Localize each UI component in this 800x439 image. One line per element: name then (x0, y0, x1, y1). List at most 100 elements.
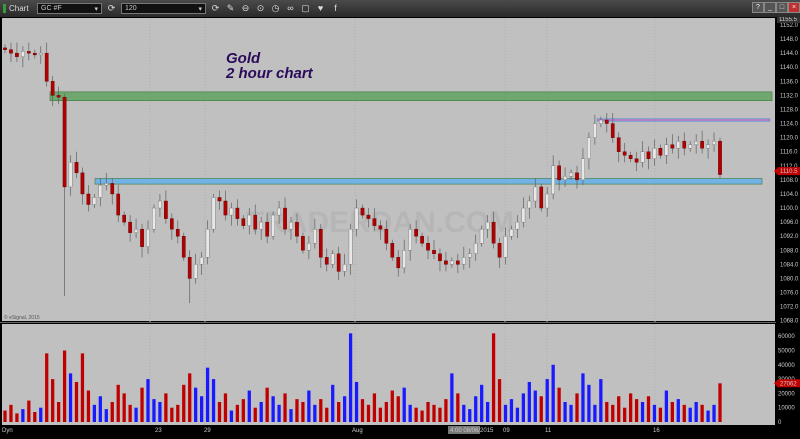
volume-bar (205, 367, 210, 422)
volume-bar (462, 404, 466, 422)
candle-down (253, 214, 258, 230)
volume-bar (325, 407, 329, 422)
candle-up (146, 228, 150, 247)
price-tick-label: 1132.0 (780, 93, 799, 99)
refresh-icon[interactable]: ⟳ (107, 3, 116, 13)
volume-axis[interactable]: 600005000040000300002000010000027062 (774, 334, 800, 426)
candle-up (402, 250, 407, 269)
candle-down (235, 207, 240, 219)
volume-bar (301, 401, 305, 422)
candle-up (563, 176, 567, 181)
candle-down (44, 52, 49, 82)
time-axis[interactable]: Dyn 23 29 Aug 4:00 08/06/2015 09 11 16 (2, 426, 660, 434)
copyright: © eSignal, 2015 (4, 314, 40, 321)
volume-bar (521, 393, 526, 422)
interval-select[interactable]: 120 ▾ (121, 3, 206, 14)
volume-bar (718, 383, 722, 422)
high-price-label: 1155.5 (779, 17, 798, 23)
volume-bar (331, 384, 335, 422)
candle-up (21, 51, 25, 57)
volume-bar (110, 401, 114, 422)
refresh-icon[interactable]: ⟳ (211, 3, 220, 13)
time-tick-label: Dyn (2, 428, 13, 434)
candle-up (312, 228, 317, 244)
candle-up (676, 140, 681, 149)
candle-down (455, 260, 460, 265)
candle-down (426, 243, 430, 251)
comment-icon[interactable]: ▢ (301, 3, 310, 13)
price-tick-label: 1100.0 (780, 206, 799, 212)
clock-icon[interactable]: ◷ (271, 3, 280, 13)
close-button[interactable]: × (788, 2, 800, 13)
volume-bar (539, 396, 543, 422)
price-tick-label: 1152.0 (780, 23, 799, 29)
volume-bar (33, 411, 37, 422)
volume-bar (509, 399, 514, 422)
chevron-down-icon: ▾ (198, 5, 202, 13)
volume-bar (307, 390, 311, 422)
candle-up (515, 221, 520, 230)
candle-down (318, 228, 323, 258)
volume-bar (354, 381, 359, 422)
price-tick-label: 1096.0 (780, 220, 799, 226)
price-chart[interactable]: TRADERDAN.COM Gold 2 hour chart © eSigna… (0, 17, 800, 439)
candle-up (664, 144, 669, 156)
volume-bar (664, 390, 669, 422)
volume-tick-label: 60000 (778, 334, 795, 340)
time-tick-label: Aug (352, 428, 363, 434)
candle-down (384, 228, 389, 244)
cursor-icon[interactable]: ⊖ (241, 3, 250, 13)
pencil-icon[interactable]: ✎ (226, 3, 235, 13)
candle-up (134, 228, 138, 233)
candle-up (652, 147, 657, 159)
last-volume-label: 27062 (780, 381, 797, 387)
maximize-button[interactable]: □ (776, 2, 788, 13)
link-icon[interactable]: ∞ (287, 3, 294, 13)
volume-bar (694, 401, 698, 422)
volume-bar (468, 409, 472, 422)
volume-bar (74, 381, 79, 422)
volume-bar (9, 404, 13, 422)
help-button[interactable]: ? (752, 2, 764, 13)
volume-bar (223, 393, 228, 422)
candle-down (622, 151, 627, 156)
last-price-badge (774, 167, 800, 176)
candle-down (301, 235, 305, 251)
price-tick-label: 1148.0 (780, 37, 799, 43)
volume-bar (51, 379, 55, 422)
candle-down (336, 253, 341, 272)
volume-bar (104, 409, 108, 422)
candle-down (718, 140, 722, 175)
volume-bar (164, 393, 168, 422)
candle-down (265, 221, 270, 237)
time-tick-label: 16 (653, 428, 660, 434)
candle-up (694, 140, 699, 145)
facebook-icon[interactable]: f (334, 3, 337, 13)
symbol-select[interactable]: GC #F ▾ (37, 3, 102, 14)
price-axis[interactable]: 1152.0 1148.0 1144.0 1140.0 1136.0 1132.0 1128… (774, 17, 800, 439)
candle-down (396, 257, 401, 269)
volume-bar (360, 399, 365, 422)
candle-down (444, 260, 448, 265)
volume-bar (712, 404, 716, 422)
candle-up (408, 228, 413, 251)
minimize-button[interactable]: _ (764, 2, 776, 13)
chart-title: Gold (226, 50, 261, 67)
candle-down (217, 197, 222, 202)
candle-down (539, 186, 544, 209)
volume-bar (617, 396, 621, 422)
candle-up (330, 253, 335, 265)
volume-bar (700, 404, 704, 422)
candle-down (700, 140, 704, 149)
volume-bar (92, 404, 97, 422)
candle-up (467, 253, 472, 258)
candle-up (342, 264, 347, 272)
candle-up (688, 144, 693, 149)
twitter-icon[interactable]: ♥ (317, 3, 324, 13)
volume-bar (599, 379, 603, 422)
candle-up (259, 221, 264, 230)
target-icon[interactable]: ⊙ (256, 3, 265, 13)
candle-up (271, 214, 275, 237)
time-tick-label: 23 (155, 428, 162, 434)
candle-up (485, 221, 490, 230)
